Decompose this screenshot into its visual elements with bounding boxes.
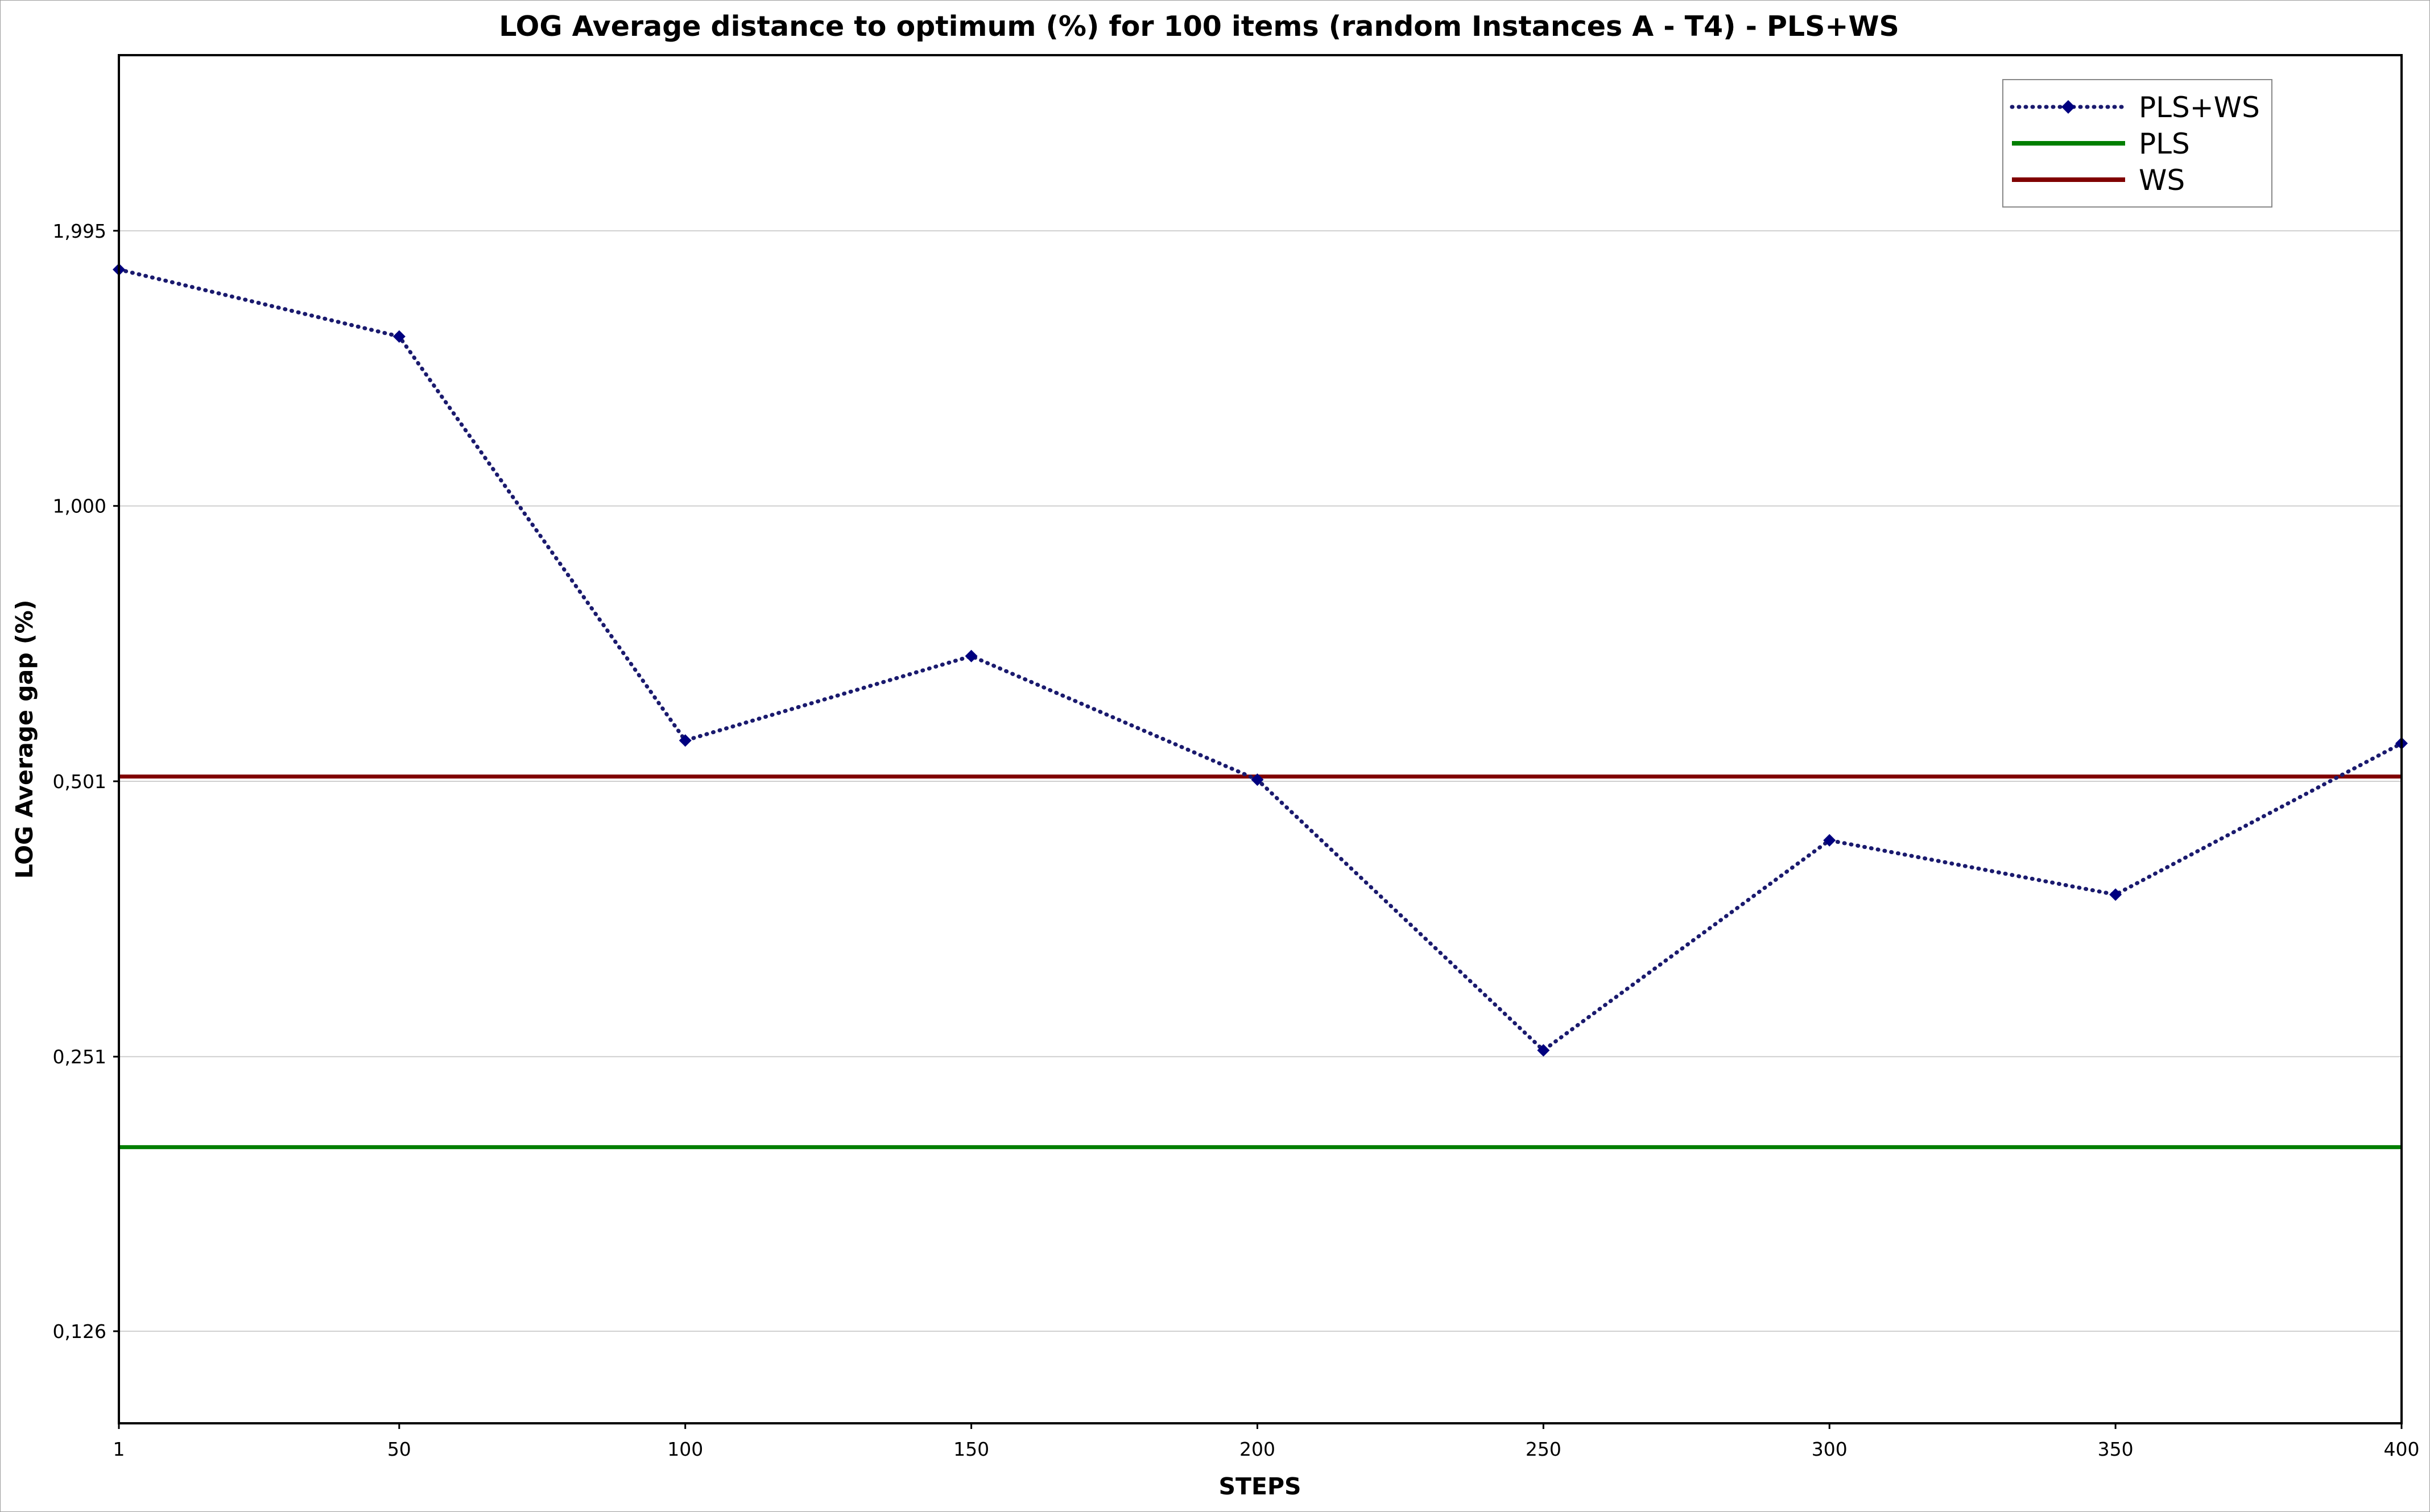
series-line-pls-ws: [117, 267, 2404, 1053]
chart-title: LOG Average distance to optimum (%) for …: [499, 10, 1899, 43]
data-point: [679, 734, 692, 747]
x-tick-label: 300: [1812, 1438, 1848, 1460]
y-tick-label: 1,995: [53, 220, 106, 242]
data-point: [1823, 834, 1836, 847]
x-tick-label: 150: [953, 1438, 989, 1460]
x-tick-label: 200: [1239, 1438, 1275, 1460]
x-tick-label: 1: [113, 1438, 125, 1460]
x-tick-label: 250: [1526, 1438, 1561, 1460]
legend-label-ws: WS: [2139, 164, 2185, 197]
data-point: [965, 649, 978, 662]
data-point: [2109, 888, 2122, 901]
legend-label-pls-ws: PLS+WS: [2139, 91, 2260, 124]
series-layer: [113, 263, 2408, 1149]
data-point: [1537, 1044, 1550, 1057]
x-tick-label: 100: [667, 1438, 703, 1460]
y-tick-label: 0,251: [53, 1046, 106, 1068]
data-point: [392, 330, 406, 343]
legend-label-pls: PLS: [2139, 127, 2190, 160]
y-tick-label: 0,501: [53, 771, 106, 793]
x-axis-ticks: 1 50 100 150 200 250 300 350 400: [113, 1423, 2420, 1460]
y-axis-ticks: 1,995 1,000 0,501 0,251 0,126: [53, 220, 119, 1343]
y-tick-label: 0,126: [53, 1320, 106, 1343]
data-point: [1251, 773, 1264, 786]
legend-marker: [2061, 100, 2075, 114]
x-tick-label: 50: [387, 1438, 411, 1460]
y-tick-label: 1,000: [53, 495, 106, 517]
x-tick-label: 350: [2098, 1438, 2134, 1460]
y-axis-label: LOG Average gap (%): [11, 600, 38, 879]
x-tick-label: 400: [2384, 1438, 2420, 1460]
x-axis-label: STEPS: [1218, 1473, 1301, 1500]
plot-area: [118, 54, 2403, 1424]
